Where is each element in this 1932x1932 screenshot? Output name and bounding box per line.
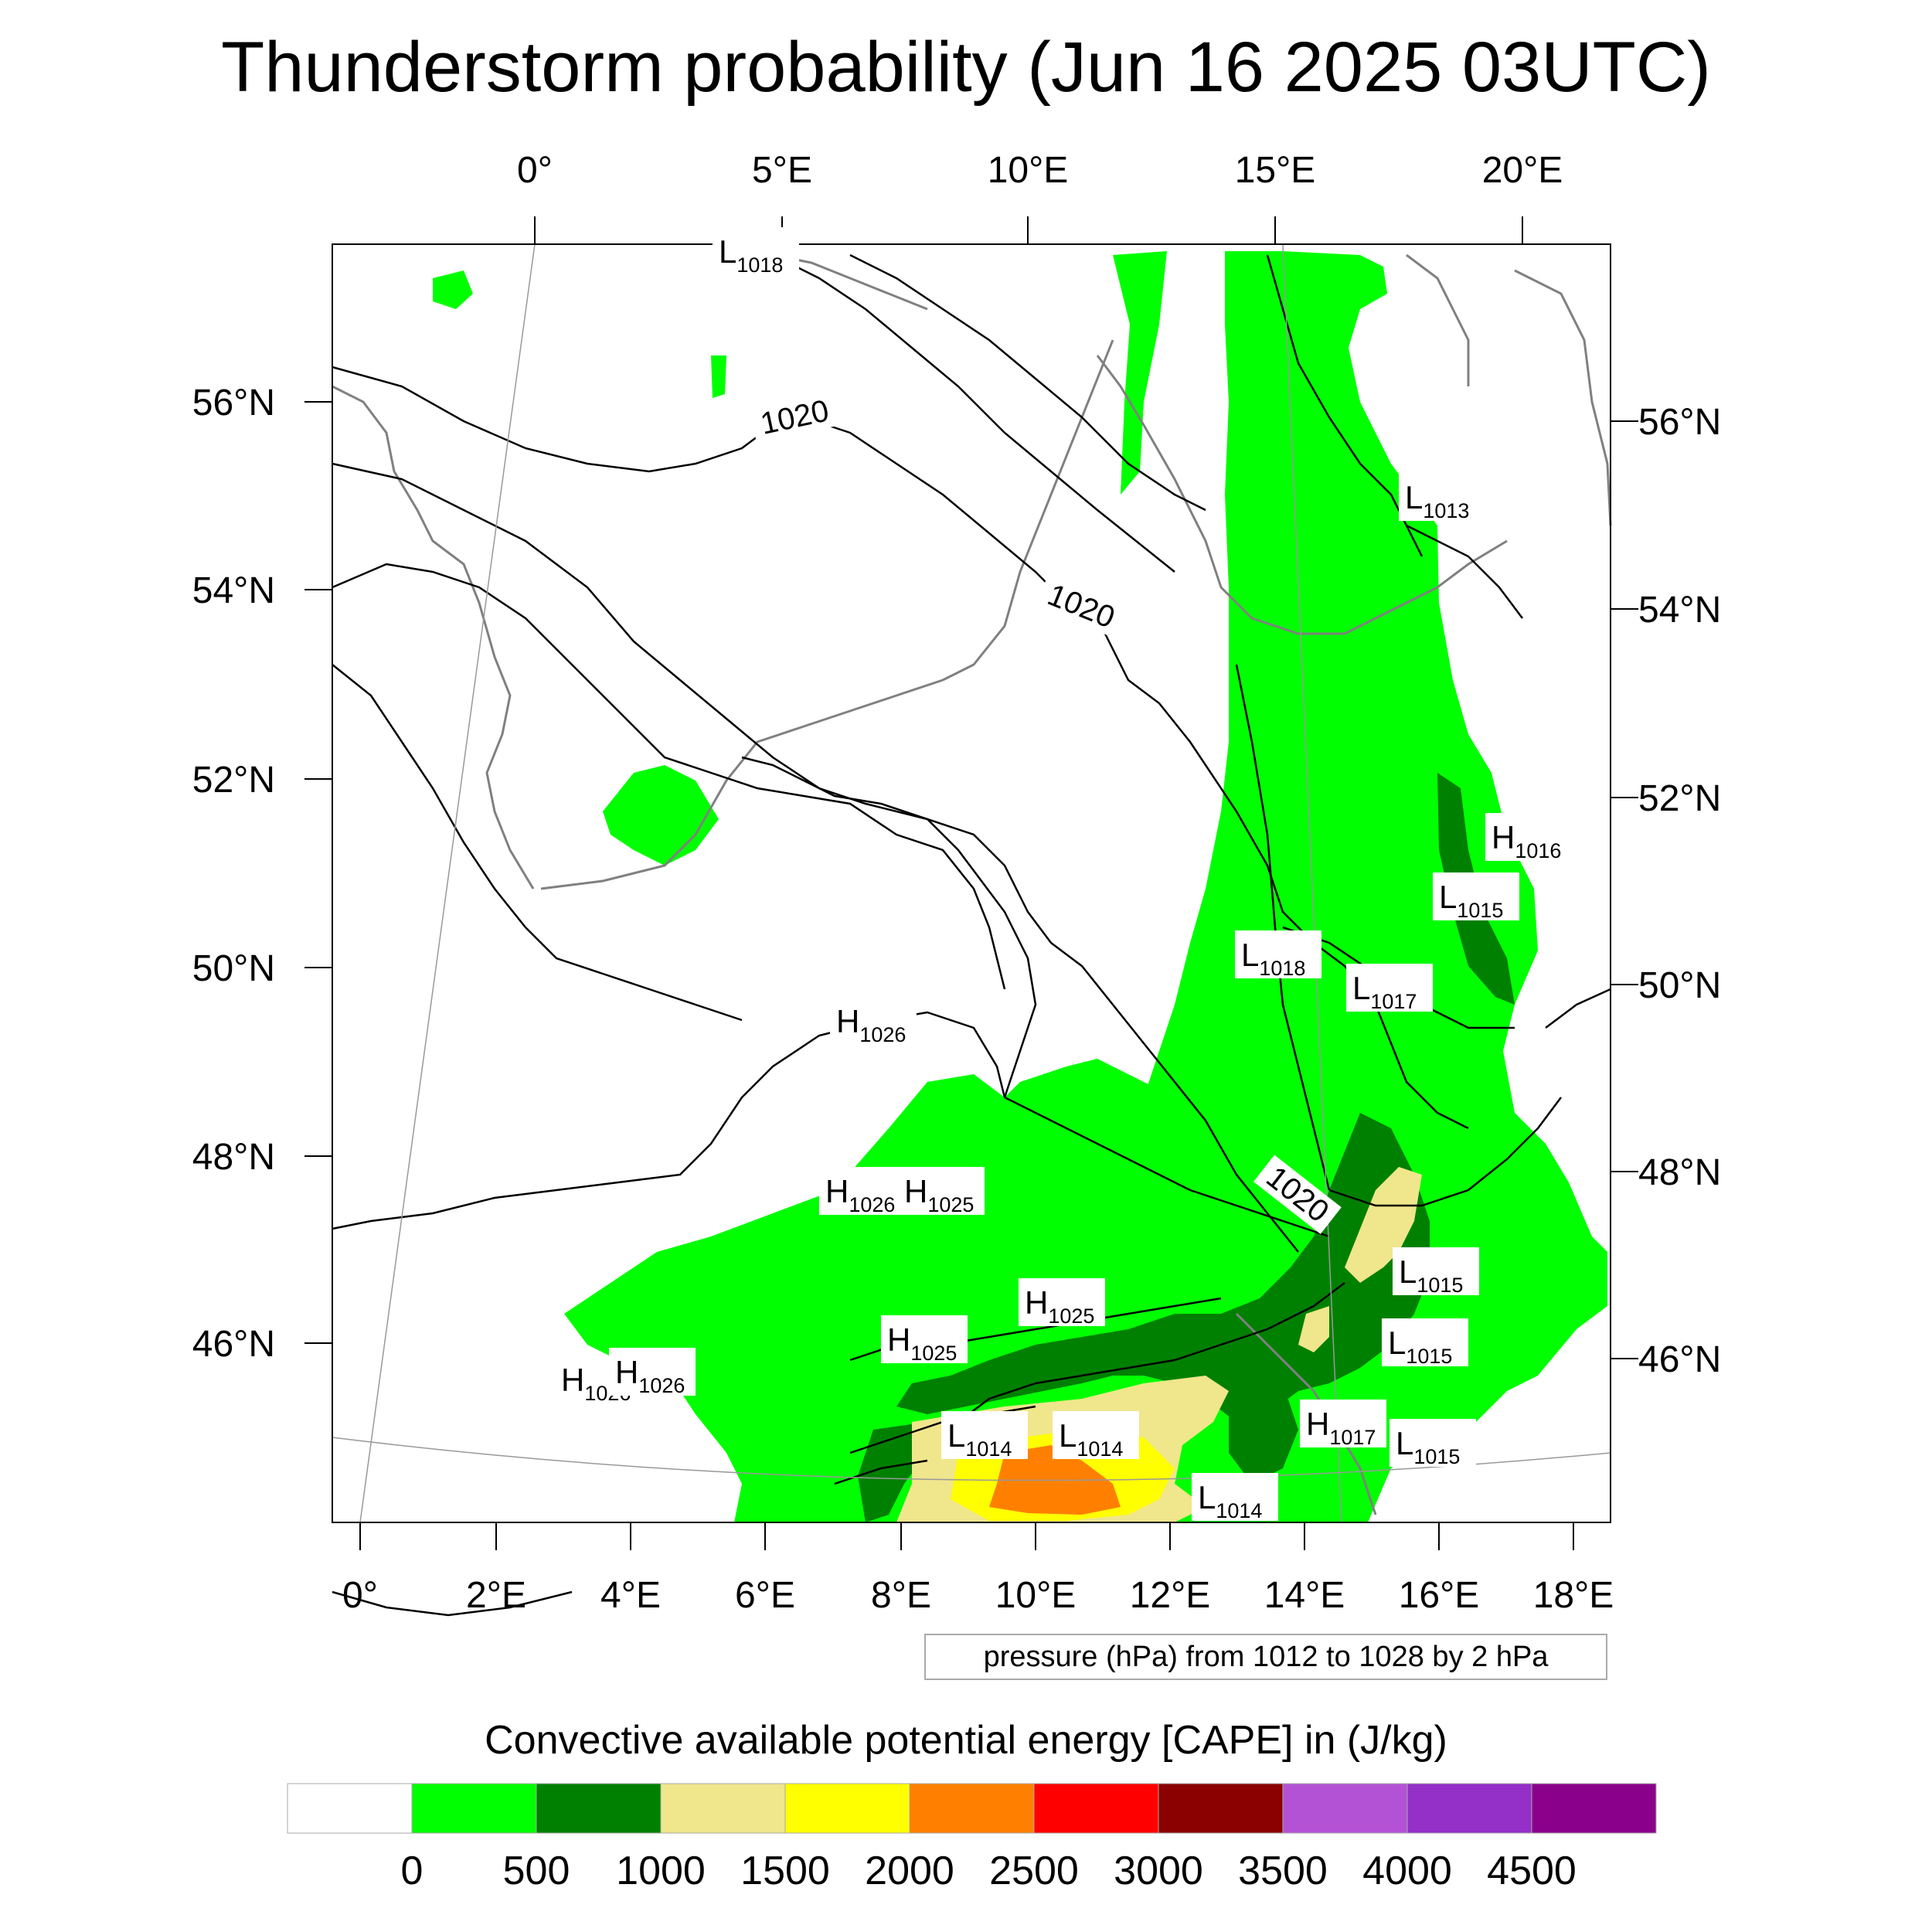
pressure-center-label: L1015 — [1389, 1419, 1476, 1468]
right-lat-label: 46°N — [1638, 1339, 1721, 1380]
pressure-note: pressure (hPa) from 1012 to 1028 by 2 hP… — [924, 1634, 1607, 1680]
pressure-center-label: L1017 — [1346, 964, 1433, 1013]
pressure-center-labels: L1018 L1013 H1016 L1015 L1018 L1017 H1026 H1026… — [555, 227, 1572, 1522]
colorbar-box — [660, 1783, 786, 1834]
pressure-center-text: L1018 — [719, 233, 783, 277]
colorbar-label: 0 — [401, 1849, 423, 1893]
map-frame — [332, 243, 1611, 1523]
left-lat-label: 56°N — [192, 383, 275, 423]
left-lat-label: 52°N — [192, 760, 275, 801]
top-lon-label: 0° — [517, 150, 553, 191]
top-lon-label: 5°E — [752, 150, 812, 191]
colorbar-label: 3000 — [1114, 1849, 1203, 1893]
bottom-lon-label: 6°E — [735, 1575, 795, 1616]
right-lat-label: 50°N — [1638, 965, 1721, 1006]
bottom-lon-label: 2°E — [466, 1575, 526, 1616]
colorbar-box — [287, 1783, 413, 1834]
colorbar-box — [1033, 1783, 1159, 1834]
colorbar-label: 4500 — [1487, 1849, 1577, 1893]
pressure-center-label: H1026 — [830, 997, 917, 1046]
pressure-center-label: L1015 — [1393, 1247, 1479, 1297]
colorbar-title: Convective available potential energy [C… — [485, 1718, 1447, 1763]
colorbar-label: 3500 — [1238, 1849, 1328, 1893]
colorbar-label: 500 — [503, 1849, 570, 1893]
pressure-center-label: L1014 — [941, 1411, 1028, 1461]
right-lat-label: 54°N — [1638, 590, 1721, 631]
colorbar-label: 4000 — [1362, 1849, 1452, 1893]
pressure-center-label: H1025 — [898, 1167, 985, 1216]
colorbar-label: 1000 — [616, 1849, 706, 1893]
bottom-lon-label: 18°E — [1533, 1575, 1614, 1616]
bottom-ticks — [359, 1522, 1574, 1550]
colorbar-box — [1406, 1783, 1532, 1834]
pressure-center-label: H1016 — [1485, 813, 1572, 862]
pressure-center-label: H1026 — [609, 1348, 696, 1397]
right-lat-label: 48°N — [1638, 1152, 1721, 1193]
pressure-center-label: H1017 — [1300, 1400, 1386, 1449]
top-lon-labels: 0° 5°E 10°E 15°E 20°E — [517, 150, 1563, 191]
right-lat-label: 52°N — [1638, 778, 1721, 819]
top-lon-label: 10°E — [988, 150, 1069, 191]
pressure-center-label: H1025 — [881, 1315, 968, 1365]
right-lat-label: 56°N — [1638, 402, 1721, 443]
bottom-lon-label: 10°E — [995, 1575, 1077, 1616]
colorbar-labels: 0 500 1000 1500 2000 2500 3000 3500 4000 4500 — [401, 1849, 1577, 1893]
pressure-center-label: L1014 — [1053, 1411, 1139, 1461]
left-lat-label: 46°N — [192, 1324, 275, 1365]
bottom-lon-label: 12°E — [1130, 1575, 1211, 1616]
bottom-lon-label: 4°E — [600, 1575, 661, 1616]
top-lon-label: 15°E — [1235, 150, 1316, 191]
left-lat-label: 54°N — [192, 570, 275, 611]
pressure-center-label: L1018 — [1235, 930, 1321, 980]
colorbar-label: 1500 — [740, 1849, 830, 1893]
bottom-lon-labels: 0° 2°E 4°E 6°E 8°E 10°E 12°E 14°E 16°E 1… — [342, 1575, 1614, 1616]
colorbar-box — [411, 1783, 537, 1834]
graticule — [332, 243, 1611, 1523]
colorbar-label: 2500 — [989, 1849, 1079, 1893]
colorbar-box — [1282, 1783, 1408, 1834]
colorbar-box — [784, 1783, 910, 1834]
pressure-center-label: L1013 — [1399, 473, 1485, 522]
colorbar-box — [1531, 1783, 1657, 1834]
pressure-center-label: L1018 — [713, 227, 799, 277]
top-lon-label: 20°E — [1482, 150, 1563, 191]
left-lat-label: 48°N — [192, 1137, 275, 1178]
colorbar: 0 500 1000 1500 2000 2500 3000 3500 4000 4500 — [287, 1783, 1657, 1893]
right-ticks — [1611, 420, 1638, 1359]
pressure-center-label: H1025 — [1019, 1278, 1105, 1328]
map-title: Thunderstorm probability (Jun 16 2025 03… — [221, 28, 1711, 107]
colorbar-box — [536, 1783, 662, 1834]
pressure-center-label: L1014 — [1192, 1473, 1278, 1522]
colorbar-label: 2000 — [865, 1849, 954, 1893]
left-lat-label: 50°N — [192, 948, 275, 989]
colorbar-box — [1158, 1783, 1284, 1834]
bottom-lon-label: 16°E — [1399, 1575, 1480, 1616]
coastlines — [332, 253, 1612, 1515]
right-lat-labels: 56°N 54°N 52°N 50°N 48°N 46°N — [1638, 402, 1721, 1380]
bottom-lon-label: 8°E — [871, 1575, 931, 1616]
pressure-center-label: L1015 — [1382, 1318, 1468, 1368]
pressure-center-text: L1013 — [1405, 479, 1469, 522]
colorbar-box — [909, 1783, 1035, 1834]
bottom-lon-label: 0° — [342, 1575, 378, 1616]
pressure-center-label: L1015 — [1433, 872, 1519, 922]
bottom-lon-label: 14°E — [1264, 1575, 1345, 1616]
top-ticks — [534, 216, 1523, 244]
left-lat-labels: 56°N 54°N 52°N 50°N 48°N 46°N — [192, 383, 275, 1365]
colorbar-boxes — [287, 1783, 1657, 1834]
left-ticks — [304, 401, 332, 1344]
pressure-center-label: H1026 — [819, 1167, 906, 1216]
